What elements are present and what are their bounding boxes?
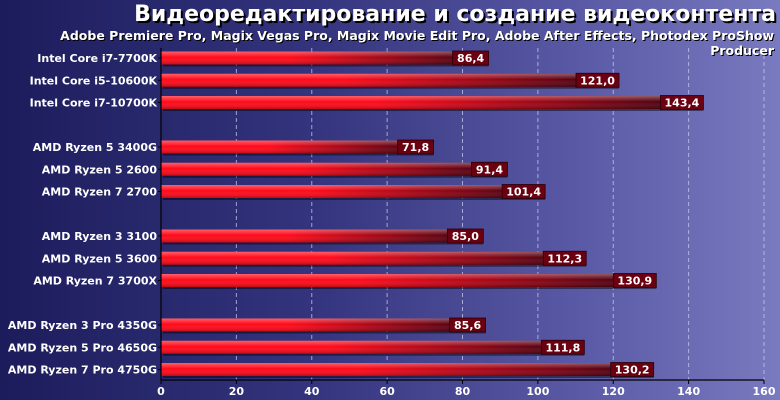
category-label: AMD Ryzen 5 3400G — [33, 141, 157, 154]
bar-highlight — [161, 229, 482, 243]
x-tick-label: 160 — [753, 385, 776, 398]
value-label: 71,8 — [402, 141, 429, 154]
value-label-box — [542, 250, 587, 266]
x-tick-label: 140 — [677, 385, 700, 398]
axis-layer — [158, 48, 765, 384]
bar-layer — [161, 51, 704, 378]
category-label: AMD Ryzen 7 Pro 4750G — [8, 364, 157, 377]
category-label: Intel Core i7-10700K — [30, 97, 158, 110]
value-label: 130,2 — [615, 364, 650, 377]
category-label: Intel Core i5-10600K — [30, 74, 158, 87]
bar-highlight — [161, 96, 702, 109]
value-label: 86,4 — [457, 52, 484, 65]
x-tick-label: 40 — [304, 385, 320, 398]
x-tick-label: 80 — [455, 385, 471, 398]
value-label: 101,4 — [506, 186, 541, 199]
value-label-box — [540, 339, 585, 355]
value-label: 130,9 — [617, 275, 652, 288]
category-label: AMD Ryzen 5 3600 — [42, 252, 158, 265]
chart-title: Видеоредактирование и создание видеоконт… — [134, 2, 776, 27]
bar-highlight — [161, 162, 506, 176]
x-tick-label: 20 — [229, 385, 245, 398]
x-tick-label: 100 — [526, 385, 549, 398]
value-label-box — [452, 50, 490, 66]
bar-highlight — [161, 340, 583, 354]
bar-highlight — [161, 51, 487, 65]
bar-highlight — [161, 274, 655, 287]
bar-highlight — [161, 251, 585, 265]
value-label: 85,0 — [452, 230, 479, 243]
value-label-box — [446, 228, 484, 244]
value-label-box — [660, 95, 704, 110]
value-label-box — [612, 273, 657, 288]
category-label: AMD Ryzen 7 3700X — [33, 275, 157, 288]
bar-highlight — [161, 73, 618, 87]
bar-highlight — [161, 318, 484, 332]
value-label: 91,4 — [476, 163, 503, 176]
value-label: 112,3 — [547, 252, 582, 265]
value-label-box — [610, 362, 655, 377]
value-label: 121,0 — [580, 74, 615, 87]
category-label: Intel Core i7-7700K — [37, 52, 157, 65]
value-label-box — [471, 161, 508, 177]
value-label-box — [449, 317, 487, 333]
category-label: AMD Ryzen 3 3100 — [42, 230, 158, 243]
value-label: 143,4 — [665, 97, 700, 110]
category-label: AMD Ryzen 5 Pro 4650G — [8, 341, 157, 354]
bar-highlight — [161, 140, 432, 154]
value-label-box — [575, 72, 620, 88]
x-tick-label: 60 — [379, 385, 395, 398]
label-layer: 0 20 40 60 80 100 120 140 160 Intel Core i7-7700K… — [8, 50, 776, 398]
bar-highlight — [161, 185, 544, 198]
value-label-box — [501, 184, 546, 199]
category-label: AMD Ryzen 3 Pro 4350G — [8, 319, 157, 332]
bar-highlight — [161, 363, 652, 376]
category-label: AMD Ryzen 5 2600 — [42, 163, 158, 176]
value-label: 111,8 — [545, 341, 580, 354]
value-label: 85,6 — [454, 319, 481, 332]
chart-subtitle: Adobe Premiere Pro, Magix Vegas Pro, Mag… — [60, 28, 774, 58]
value-label-box — [397, 139, 434, 155]
x-tick-label: 0 — [157, 385, 165, 398]
x-tick-label: 120 — [602, 385, 625, 398]
category-label: AMD Ryzen 7 2700 — [42, 186, 158, 199]
